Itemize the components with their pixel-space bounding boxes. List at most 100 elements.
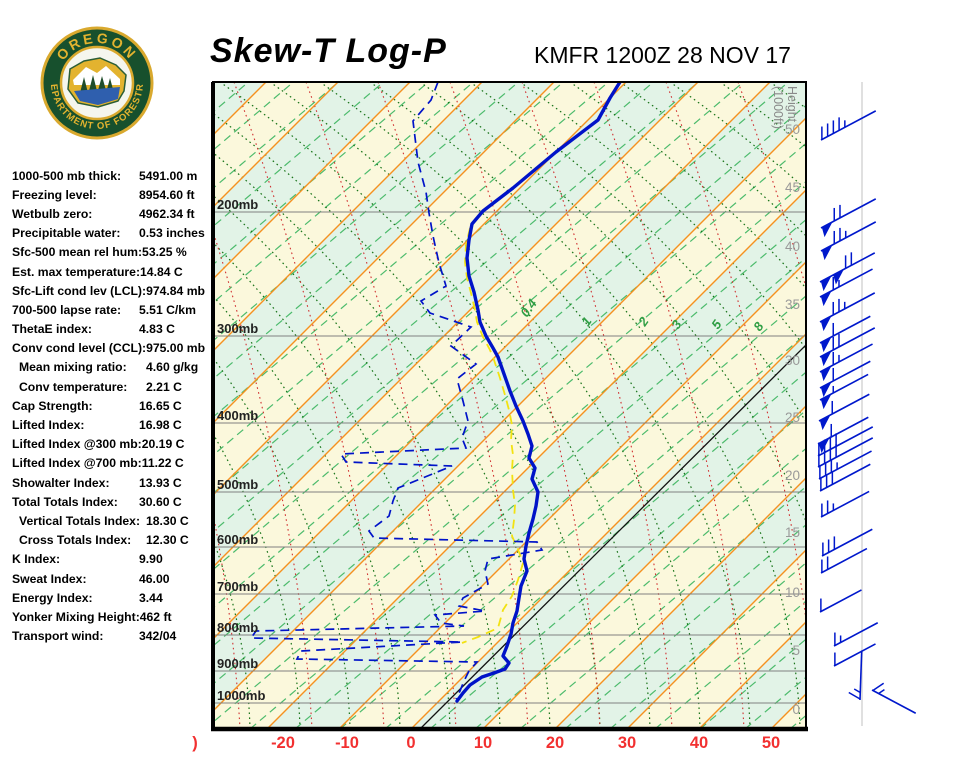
wind-barb	[817, 437, 874, 468]
wind-barb	[820, 198, 877, 238]
wind-barb	[819, 327, 876, 367]
index-value: 342/04	[139, 629, 177, 644]
index-label: Sfc-Lift cond lev (LCL):	[12, 283, 147, 298]
height-tick-label: 0	[792, 702, 800, 717]
index-value: 18.30 C	[146, 513, 189, 528]
height-tick-label: 50	[785, 122, 800, 137]
index-row: Lifted Index @700 mb: 11.22 C	[12, 454, 212, 473]
index-value: 3.44	[139, 590, 163, 605]
temp-axis-tick-label: )	[192, 734, 198, 752]
index-label: Lifted Index:	[12, 418, 85, 433]
height-tick-label: 30	[785, 353, 800, 368]
pressure-label: 600mb	[217, 532, 258, 547]
wind-barbs	[817, 110, 917, 714]
chart-border	[211, 81, 808, 732]
height-tick-label: 40	[785, 239, 800, 254]
index-label: Transport wind:	[12, 629, 104, 644]
temp-axis-tick-label: -10	[335, 734, 359, 752]
isotherm-line	[213, 82, 699, 568]
height-tick-label: 25	[785, 410, 800, 425]
temp-axis-tick-label: 50	[762, 734, 780, 752]
index-label: Energy Index:	[12, 590, 93, 605]
wind-barb	[819, 343, 873, 382]
index-row: Energy Index: 3.44	[12, 588, 212, 607]
index-value: 2.21 C	[146, 379, 182, 394]
height-tick-label: 10	[785, 585, 800, 600]
index-label: Vertical Totals Index:	[19, 513, 141, 528]
chart-grid	[213, 82, 806, 729]
index-row: Sweat Index: 46.00	[12, 569, 212, 588]
index-label: Conv temperature:	[19, 379, 128, 394]
index-label: Precipitable water:	[12, 226, 121, 241]
index-value: 975.00 mb	[146, 341, 206, 356]
index-value: 11.22 C	[141, 456, 184, 471]
pressure-label: 400mb	[217, 408, 258, 423]
index-value: 16.98 C	[139, 418, 182, 433]
index-value: 12.30 C	[146, 533, 189, 548]
wind-barb	[848, 650, 863, 701]
wind-barb	[819, 268, 873, 307]
dewpoint-line	[249, 82, 544, 700]
index-label: Total Totals Index:	[12, 494, 118, 509]
wind-barb	[821, 528, 873, 557]
height-tick-label: 5	[792, 643, 800, 658]
index-value: 462 ft	[139, 609, 172, 624]
index-label: Cap Strength:	[12, 398, 93, 413]
height-axis-title: (1000ft)	[771, 86, 785, 129]
height-tick-label: 15	[785, 525, 800, 540]
wind-barb	[820, 221, 877, 261]
index-row: Cross Totals Index: 12.30 C	[12, 531, 212, 550]
index-label: Wetbulb zero:	[12, 206, 93, 221]
pressure-label: 500mb	[217, 477, 258, 492]
index-row: Est. max temperature: 14.84 C	[12, 262, 212, 281]
index-label: Lifted Index @300 mb:	[12, 437, 142, 452]
index-row: Total Totals Index: 30.60 C	[12, 492, 212, 511]
index-row: Showalter Index: 13.93 C	[12, 473, 212, 492]
index-row: K Index: 9.90	[12, 550, 212, 569]
wind-barb	[819, 373, 869, 410]
index-label: Cross Totals Index:	[19, 533, 132, 548]
wind-barb	[833, 622, 879, 647]
index-label: Showalter Index:	[12, 475, 110, 490]
index-label: Est. max temperature:	[12, 264, 141, 279]
isotherm-line	[213, 82, 483, 352]
index-row: Cap Strength: 16.65 C	[12, 396, 212, 415]
isotherm-line	[213, 117, 806, 712]
isotherm-line	[213, 82, 627, 496]
pressure-label: 1000mb	[217, 688, 265, 703]
index-value: 46.00	[139, 571, 170, 586]
index-row: Yonker Mixing Height: 462 ft	[12, 607, 212, 626]
wind-barb	[819, 315, 871, 353]
reference-line	[419, 344, 806, 729]
temp-axis-tick-label: 40	[690, 734, 708, 752]
isotherm-line	[554, 477, 806, 729]
index-row: ThetaE index: 4.83 C	[12, 320, 212, 339]
forestry-seal-icon: OREGON DEPARTMENT OF FORESTRY	[36, 17, 154, 140]
page-title: Skew-T Log-P	[210, 32, 447, 70]
temperature-line	[455, 82, 622, 703]
temp-axis-tick-label: 0	[406, 734, 415, 752]
index-label: Yonker Mixing Height:	[12, 609, 140, 624]
temp-axis-tick-label: -20	[271, 734, 295, 752]
index-row: 700-500 lapse rate: 5.51 C/km	[12, 300, 212, 319]
temp-axis-tick-label: 20	[546, 734, 564, 752]
wind-barb	[818, 450, 872, 480]
wind-barb	[820, 490, 870, 518]
isotherm-line	[213, 82, 771, 640]
index-value: 13.93 C	[139, 475, 182, 490]
index-label: K Index:	[12, 552, 61, 567]
height-tick-label: 45	[785, 180, 800, 195]
index-value: 974.84 mb	[146, 283, 206, 298]
index-row: Conv temperature: 2.21 C	[12, 377, 212, 396]
index-value: 14.84 C	[140, 264, 183, 279]
index-row: Precipitable water: 0.53 inches	[12, 224, 212, 243]
index-row: Conv cond level (CCL): 975.00 mb	[12, 339, 212, 358]
pressure-label: 200mb	[217, 197, 258, 212]
wind-barb	[818, 393, 870, 431]
index-value: 9.90	[139, 552, 163, 567]
index-value: 16.65 C	[139, 398, 182, 413]
isotherm-line	[338, 261, 806, 729]
wind-barb	[819, 360, 871, 398]
index-row: Lifted Index @300 mb: 20.19 C	[12, 435, 212, 454]
